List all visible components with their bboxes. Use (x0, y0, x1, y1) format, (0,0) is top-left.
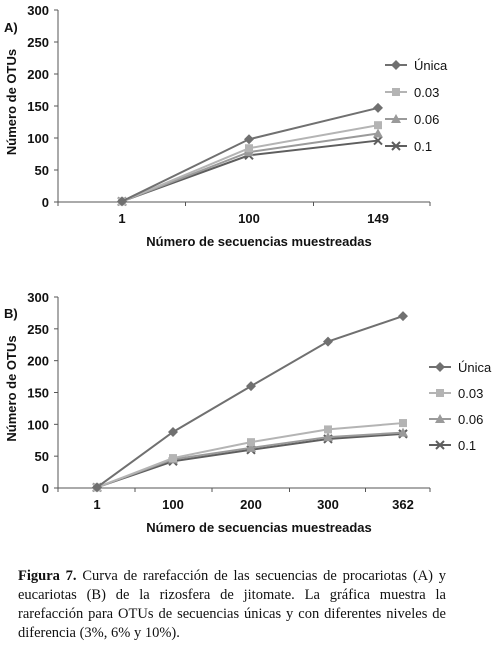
legend-marker (435, 414, 445, 423)
legend-label: Única (414, 58, 448, 73)
data-point (117, 196, 127, 207)
data-point (92, 482, 102, 493)
x-tick-label: 100 (162, 497, 184, 512)
x-tick-label: 1 (93, 497, 100, 512)
legend-marker (435, 440, 445, 450)
y-axis-title: Número de OTUs (4, 49, 19, 155)
data-point (398, 427, 408, 437)
panel-label: A) (4, 20, 18, 35)
figure-caption: Figura 7. Curva de rarefacción de las se… (18, 567, 446, 643)
data-point (169, 454, 177, 463)
legend-label: 0.06 (414, 112, 439, 127)
legend-label: 0.1 (458, 438, 476, 453)
x-tick-label: 149 (367, 211, 389, 226)
y-tick-label: 50 (35, 449, 49, 464)
data-point (324, 425, 332, 434)
series-line (121, 132, 379, 203)
series-line (96, 422, 404, 489)
data-point (247, 438, 255, 447)
legend-marker (435, 362, 445, 372)
chart-panel-b: 0 50 100 150 200 250 300 1 100 200 300 362 Número de… (4, 290, 492, 535)
legend-marker (436, 389, 444, 397)
y-tick-label: 200 (27, 354, 49, 369)
chart-panel-a: 0 50 100 150 200 250 300 1 100 149 Número de secue… (4, 3, 448, 249)
y-tick-label: 0 (42, 195, 49, 210)
y-tick-label: 50 (35, 163, 49, 178)
data-point (246, 442, 256, 452)
y-tick-label: 250 (27, 322, 49, 337)
data-point (373, 135, 383, 146)
series-line (96, 315, 404, 489)
y-tick-label: 150 (27, 386, 49, 401)
data-point (246, 381, 256, 392)
legend-label: Única (458, 360, 492, 375)
y-axis-title: Número de OTUs (4, 335, 19, 441)
caption-text: Curva de rarefacción de las secuencias d… (18, 568, 446, 641)
x-tick-label: 200 (240, 497, 262, 512)
y-tick-label: 300 (27, 3, 49, 18)
caption-label: Figura 7. (18, 568, 77, 584)
data-point (399, 419, 407, 428)
legend-label: 0.06 (458, 412, 483, 427)
y-tick-label: 200 (27, 67, 49, 82)
legend-marker (391, 141, 401, 151)
data-point (398, 311, 408, 322)
legend-label: 0.03 (458, 386, 483, 401)
legend-marker (391, 60, 401, 70)
data-point (245, 144, 253, 153)
y-tick-label: 300 (27, 290, 49, 305)
legend-marker (391, 114, 401, 123)
x-tick-label: 362 (392, 497, 414, 512)
y-tick-label: 150 (27, 99, 49, 114)
x-tick-label: 1 (118, 211, 125, 226)
data-point (373, 128, 383, 138)
data-point (244, 134, 254, 145)
y-tick-label: 250 (27, 35, 49, 50)
legend-label: 0.1 (414, 139, 432, 154)
data-point (323, 432, 333, 442)
data-point (168, 426, 178, 437)
y-tick-label: 100 (27, 131, 49, 146)
x-tick-label: 300 (317, 497, 339, 512)
x-tick-label: 100 (238, 211, 260, 226)
data-point (374, 121, 382, 130)
data-point (373, 102, 383, 113)
panel-label: B) (4, 306, 18, 321)
y-tick-label: 100 (27, 417, 49, 432)
data-point (323, 336, 333, 347)
y-tick-label: 0 (42, 481, 49, 496)
x-axis-title: Número de secuencias muestreadas (146, 234, 371, 249)
legend-marker (392, 88, 400, 96)
legend-label: 0.03 (414, 85, 439, 100)
x-axis-title: Número de secuencias muestreadas (146, 520, 371, 535)
